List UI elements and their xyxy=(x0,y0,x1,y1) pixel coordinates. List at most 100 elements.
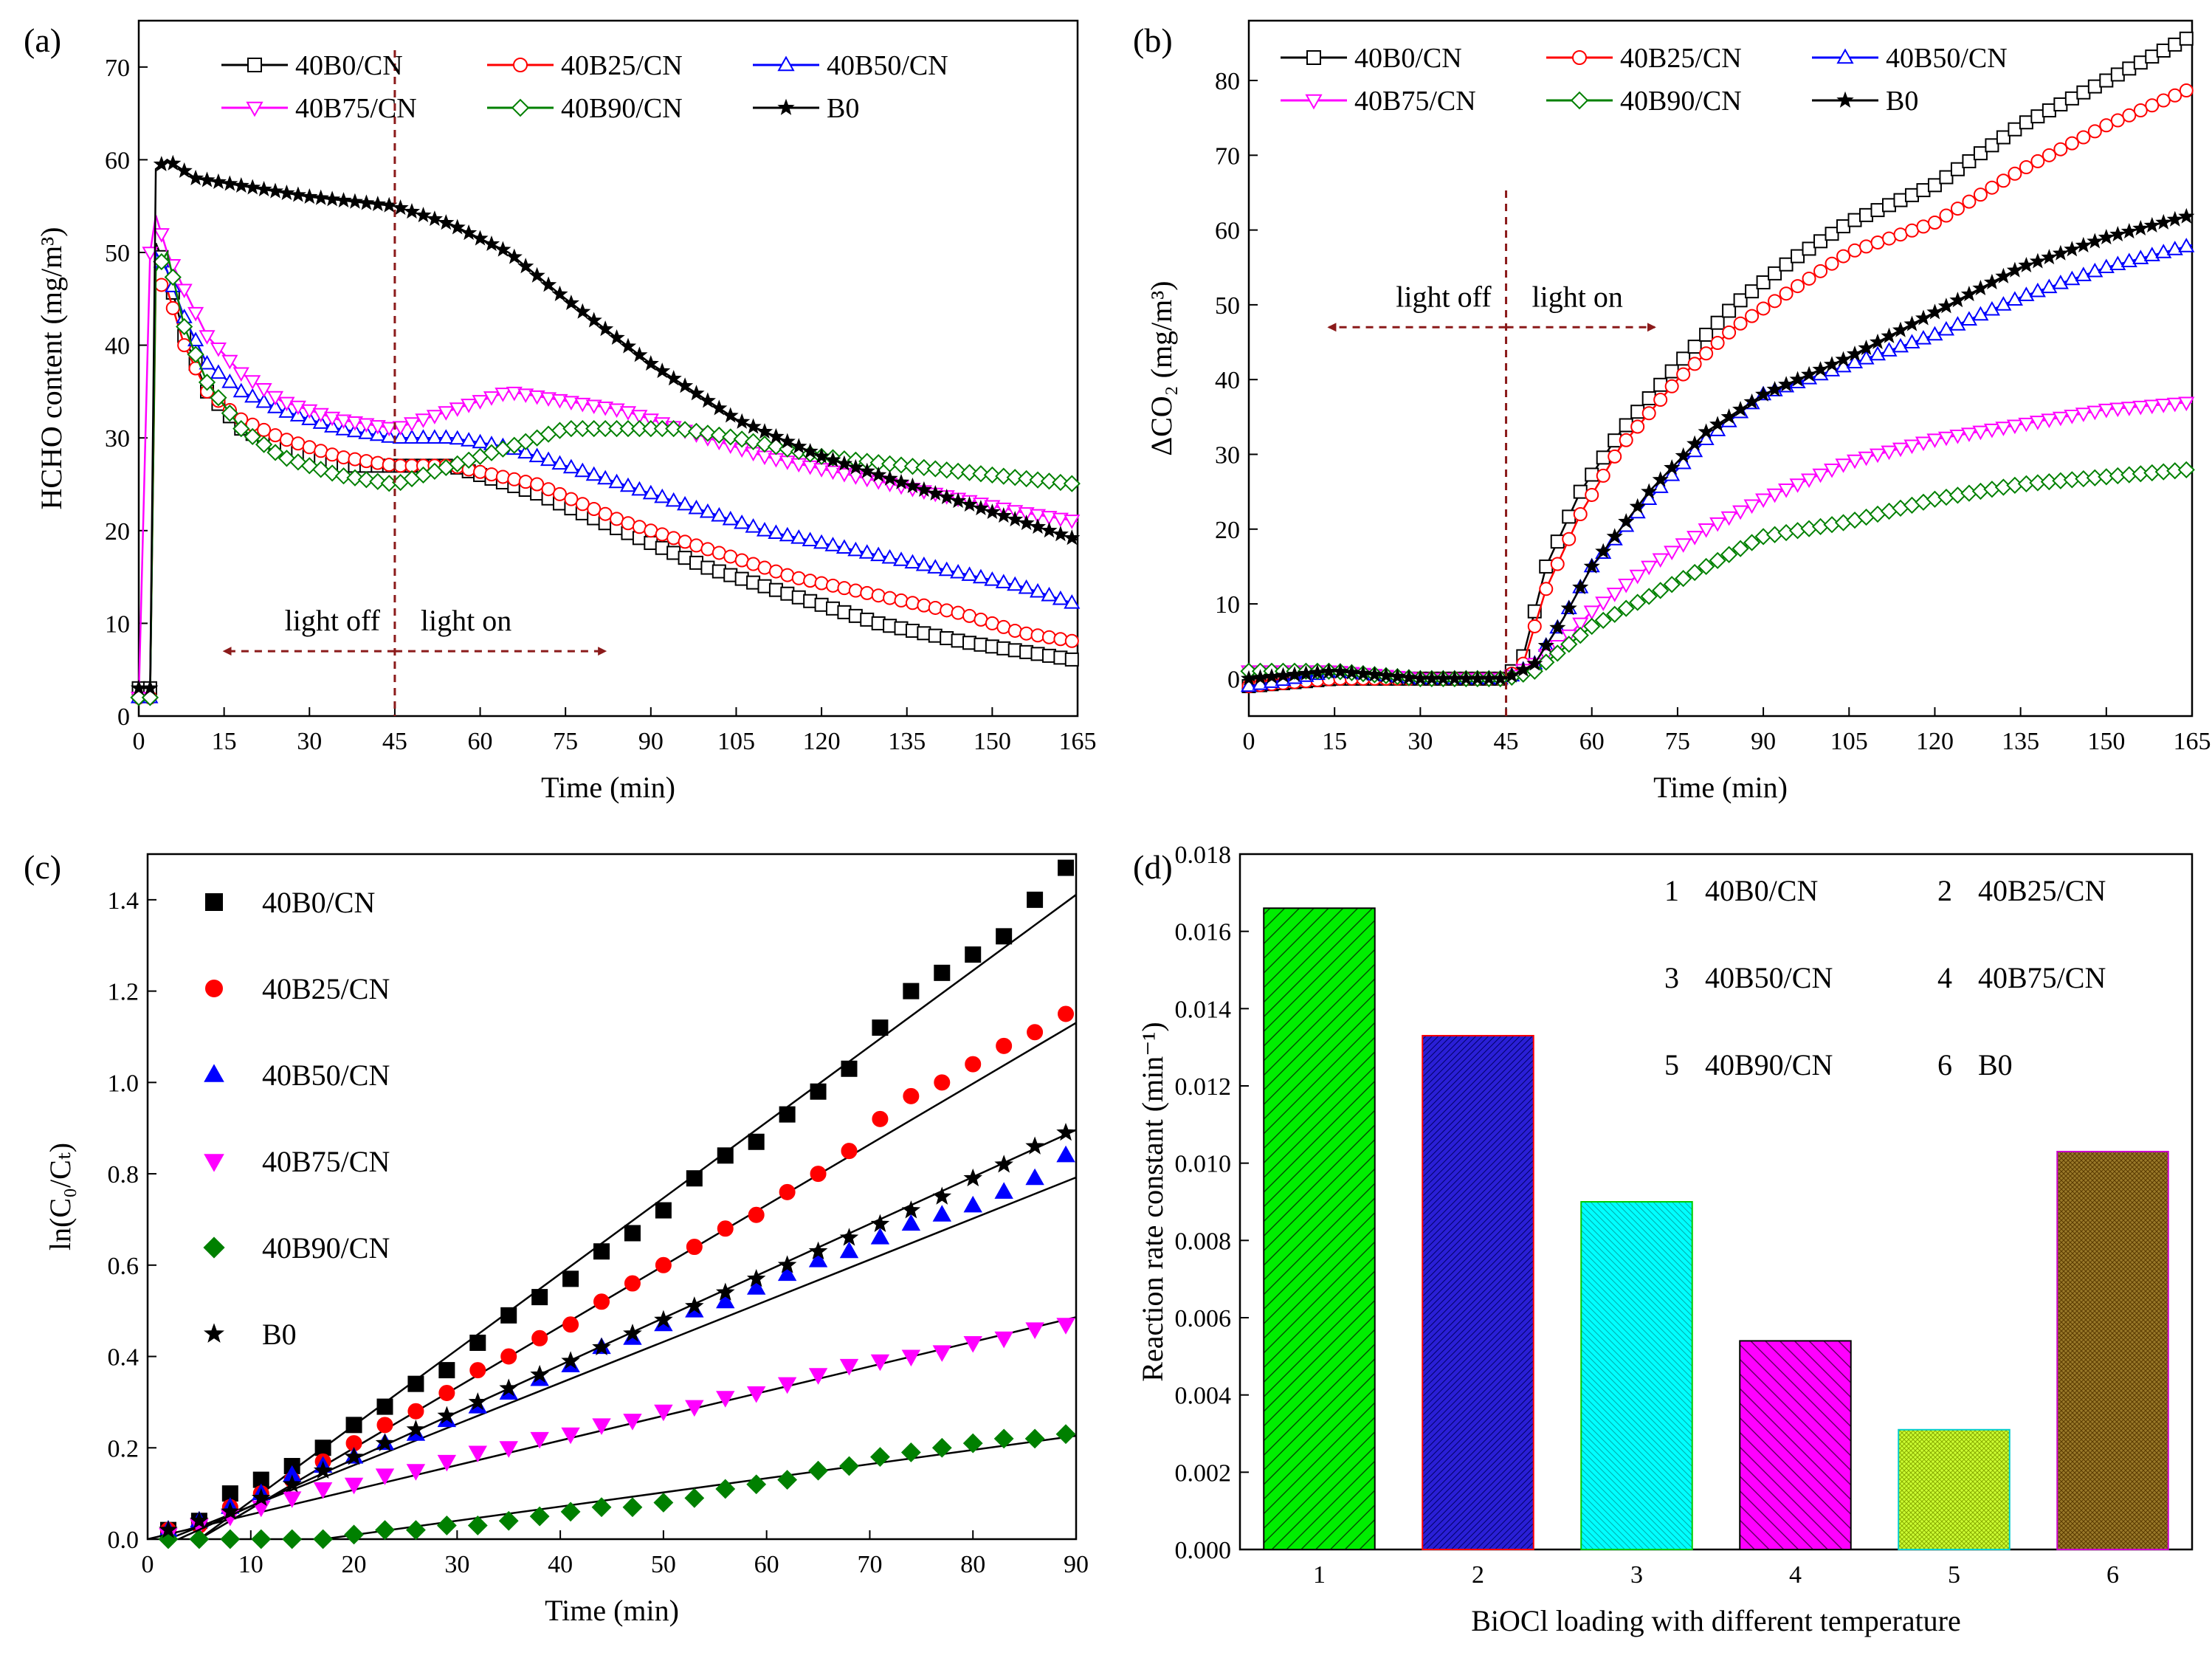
data-point xyxy=(904,477,921,493)
data-point xyxy=(437,1406,457,1424)
data-point xyxy=(1018,507,1035,522)
panel-c-kinetics-chart: 0 10 20 30 40 50 60 70 80 90 0.0 0.2 0.4 0.6 0.8 1.0 1.2… xyxy=(44,853,1089,1627)
data-point xyxy=(839,1456,859,1476)
data-point xyxy=(517,388,534,403)
data-point xyxy=(518,475,533,489)
data-point xyxy=(159,1520,178,1538)
data-point xyxy=(2120,222,2137,239)
data-point xyxy=(220,1529,241,1549)
legend-marker xyxy=(247,58,262,72)
data-point xyxy=(1732,505,1749,520)
data-point xyxy=(1676,367,1691,382)
data-point xyxy=(1720,546,1738,563)
data-point xyxy=(574,462,591,478)
x-tick-label: 90 xyxy=(638,728,664,755)
data-point xyxy=(2099,118,2114,133)
legend-marker xyxy=(203,1236,225,1259)
data-point xyxy=(1937,297,1954,314)
data-point xyxy=(1052,526,1069,542)
panel-d-rate-constant-chart: 1 2 3 4 5 6 0.000 0.002 0.004 0.006 0.008 0.010 0.01… xyxy=(1136,842,2194,1637)
data-point xyxy=(1606,588,1623,602)
y-tick-label: 0.008 xyxy=(1175,1228,1232,1255)
data-point xyxy=(1377,667,1394,683)
data-point xyxy=(972,465,990,483)
data-point xyxy=(346,193,363,209)
data-point xyxy=(1813,264,1828,278)
legend-marker xyxy=(204,1154,224,1172)
data-point xyxy=(2041,413,2058,429)
data-point xyxy=(2109,255,2126,271)
data-point xyxy=(768,427,785,444)
data-point xyxy=(530,1364,549,1383)
data-point xyxy=(1745,309,1760,323)
data-point xyxy=(733,430,751,448)
data-point xyxy=(2019,160,2033,175)
bar-2 xyxy=(1422,1034,1534,1550)
data-point xyxy=(1836,219,1851,234)
data-point xyxy=(289,453,307,471)
data-point xyxy=(2042,148,2056,162)
data-point xyxy=(2143,247,2160,261)
data-point xyxy=(1870,235,1885,250)
data-point xyxy=(965,1056,982,1073)
data-point xyxy=(608,403,625,419)
y-tick-label: 0.012 xyxy=(1175,1073,1232,1101)
series-b0 xyxy=(159,1122,1077,1541)
data-point xyxy=(632,520,647,534)
data-point xyxy=(1630,405,1645,419)
data-point xyxy=(972,568,990,584)
data-point xyxy=(165,154,182,171)
data-point xyxy=(995,467,1013,485)
data-point xyxy=(1995,296,2012,311)
y-tick-label: 50 xyxy=(105,240,130,267)
legend-marker xyxy=(205,980,223,997)
data-point xyxy=(938,561,955,577)
data-point xyxy=(2178,238,2195,252)
x-tick-label: 105 xyxy=(1830,728,1868,755)
data-point xyxy=(266,399,284,413)
data-point xyxy=(153,252,170,271)
data-point xyxy=(358,418,375,433)
data-point xyxy=(2064,91,2079,106)
data-point xyxy=(1892,321,1909,337)
data-point xyxy=(932,1186,952,1205)
data-point xyxy=(1972,306,1989,321)
data-point xyxy=(723,549,738,564)
data-point xyxy=(2041,249,2058,265)
data-point xyxy=(915,481,932,497)
data-point xyxy=(810,1083,827,1100)
data-point xyxy=(951,605,965,620)
data-point xyxy=(623,1324,642,1342)
data-point xyxy=(2076,85,2091,100)
data-point xyxy=(949,462,967,481)
data-point xyxy=(779,1183,796,1200)
data-point xyxy=(375,1468,395,1485)
data-point xyxy=(940,603,954,618)
data-point xyxy=(1007,623,1022,638)
data-point xyxy=(1343,664,1360,680)
data-point xyxy=(540,276,557,292)
data-point xyxy=(2143,399,2160,415)
y-tick-label: 20 xyxy=(1215,517,1240,544)
data-point xyxy=(1675,538,1692,553)
data-point xyxy=(2030,109,2045,124)
data-point xyxy=(1950,202,1965,216)
data-point xyxy=(591,1497,612,1518)
data-point xyxy=(562,1270,579,1287)
data-point xyxy=(1641,483,1658,499)
data-point xyxy=(1813,234,1828,249)
data-point xyxy=(1904,188,1919,202)
data-point xyxy=(1675,570,1692,588)
data-point xyxy=(1710,315,1725,330)
data-point xyxy=(2166,397,2183,413)
data-point xyxy=(654,362,671,379)
data-point xyxy=(1904,223,1919,238)
data-point xyxy=(835,467,852,483)
data-point xyxy=(686,1170,703,1187)
data-point xyxy=(1937,431,1955,447)
data-point xyxy=(870,1354,890,1372)
data-point xyxy=(415,429,432,444)
data-point xyxy=(1629,498,1646,514)
legend-marker xyxy=(777,55,795,72)
data-point xyxy=(996,619,1011,634)
